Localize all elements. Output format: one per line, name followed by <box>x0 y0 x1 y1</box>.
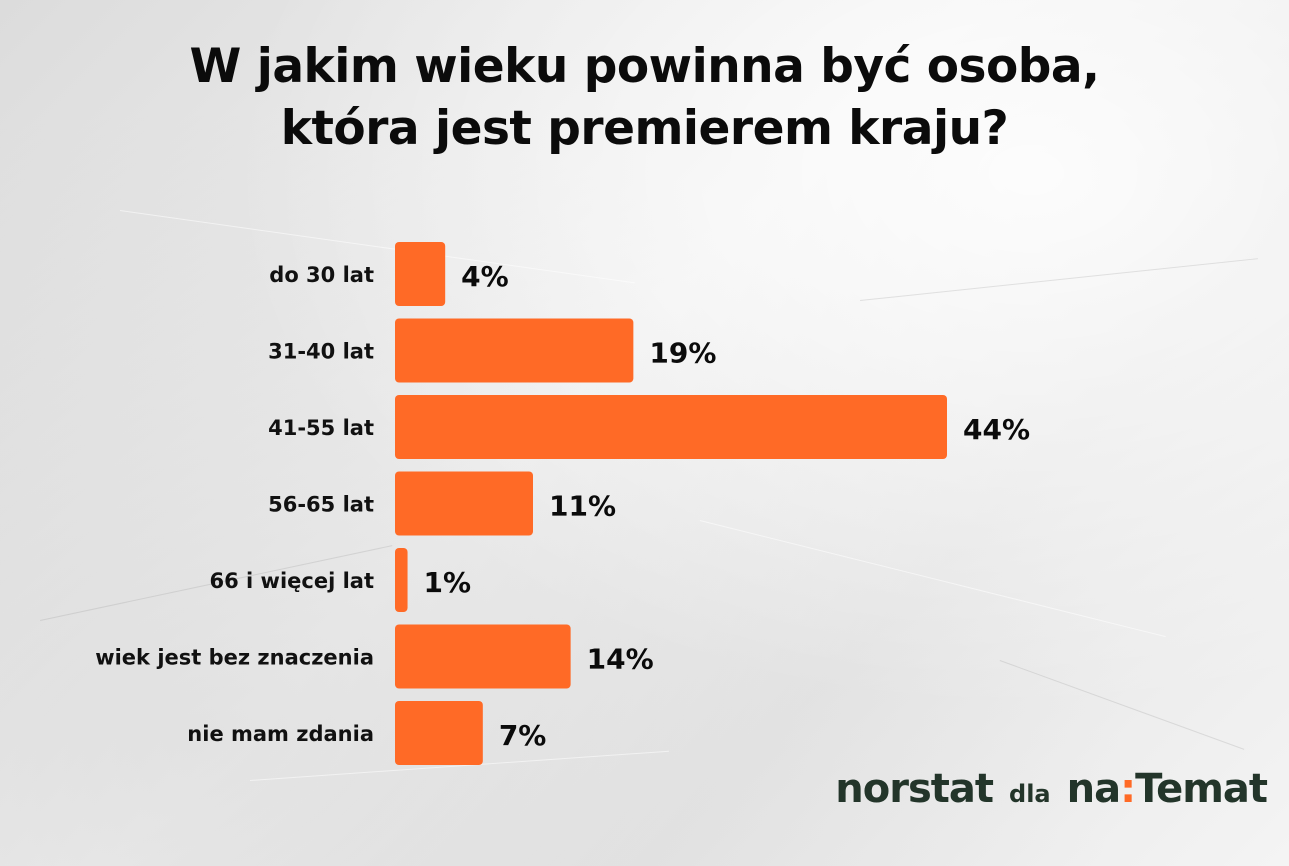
bar <box>395 242 446 306</box>
chart-title-line-1: W jakim wieku powinna być osoba, <box>189 39 1100 94</box>
category-label: nie mam zdania <box>187 722 374 746</box>
natemat-logo-prefix: na <box>1066 766 1121 812</box>
bar <box>395 624 571 689</box>
category-label: do 30 lat <box>269 263 374 287</box>
category-label: 56-65 lat <box>268 493 374 517</box>
category-label: wiek jest bez znaczenia <box>95 646 374 670</box>
category-label: 66 i więcej lat <box>210 569 375 593</box>
category-label: 31-40 lat <box>268 340 374 364</box>
logo-connector: dla <box>1009 780 1051 808</box>
value-label: 1% <box>424 566 472 599</box>
chart-title: W jakim wieku powinna być osoba, która j… <box>0 36 1289 160</box>
value-label: 7% <box>499 719 547 752</box>
value-label: 14% <box>587 643 654 676</box>
natemat-logo-colon: : <box>1120 766 1136 812</box>
natemat-logo: na:Temat <box>1066 766 1268 812</box>
bar <box>395 701 483 765</box>
bar <box>395 318 634 383</box>
bar <box>395 548 408 612</box>
value-label: 11% <box>549 490 616 523</box>
value-label: 4% <box>461 260 509 293</box>
source-logo: norstat dla na:Temat <box>835 766 1268 812</box>
norstat-logo: norstat <box>835 766 994 812</box>
value-label: 44% <box>963 413 1030 446</box>
bar <box>395 471 533 536</box>
chart-title-line-2: która jest premierem kraju? <box>280 101 1009 156</box>
bar <box>395 395 947 459</box>
category-label: 41-55 lat <box>268 416 374 440</box>
natemat-logo-suffix: Temat <box>1135 766 1268 812</box>
value-label: 19% <box>649 337 716 370</box>
